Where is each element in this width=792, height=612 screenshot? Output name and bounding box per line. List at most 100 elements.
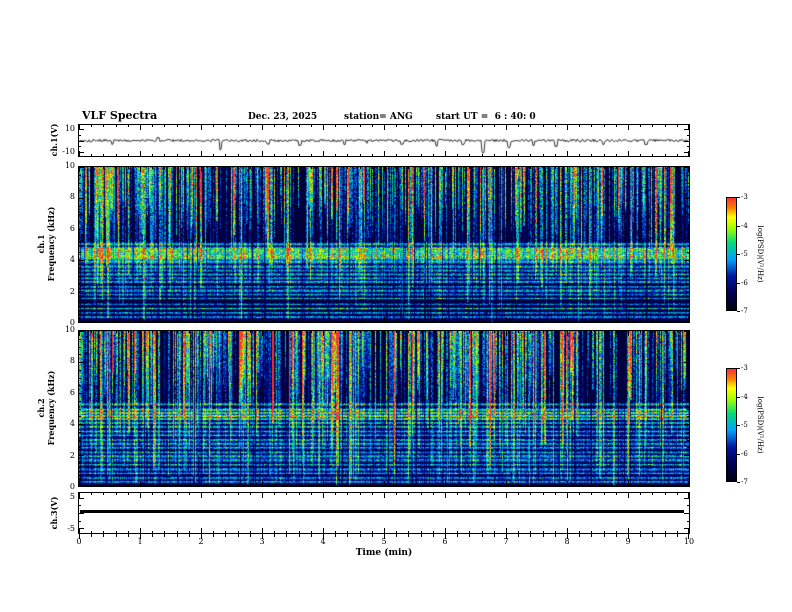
x-tick-mark <box>555 531 556 533</box>
x-axis-tick-mark <box>591 534 592 537</box>
x-tick-mark <box>274 484 275 486</box>
x-tick-mark <box>323 481 324 486</box>
x-tick-mark <box>372 167 373 169</box>
x-tick-mark <box>262 125 263 130</box>
x-tick-mark <box>652 484 653 486</box>
x-tick-mark <box>518 125 519 127</box>
x-tick-mark <box>494 493 495 495</box>
x-tick-mark <box>494 531 495 533</box>
y-tick-mark <box>687 135 689 136</box>
y-tick-mark <box>687 440 689 441</box>
x-axis-tick-mark <box>616 534 617 537</box>
x-tick-mark <box>213 125 214 127</box>
x-tick-mark <box>616 125 617 127</box>
x-tick-mark <box>274 320 275 322</box>
x-tick-mark <box>347 167 348 169</box>
ch2-frequency-axis-label: Frequency (kHz) <box>46 370 56 446</box>
x-tick-mark <box>250 331 251 333</box>
x-tick-mark <box>421 531 422 533</box>
y-tick-label: 0 <box>69 318 75 327</box>
x-tick-mark <box>360 125 361 127</box>
x-tick-mark <box>103 484 104 486</box>
x-tick-mark <box>421 320 422 322</box>
x-tick-mark <box>469 493 470 495</box>
y-tick-mark <box>79 339 81 340</box>
x-tick-mark <box>555 167 556 169</box>
x-tick-mark <box>530 493 531 495</box>
x-tick-mark <box>408 320 409 322</box>
y-tick-mark <box>684 152 689 153</box>
y-tick-mark <box>79 245 81 246</box>
y-tick-label: 2 <box>69 451 75 460</box>
x-axis-tick-mark <box>482 534 483 537</box>
x-tick-mark <box>543 493 544 495</box>
y-tick-mark <box>79 198 84 199</box>
y-tick-mark <box>79 152 84 153</box>
y-tick-mark <box>79 409 81 410</box>
colorbar-tick-label: -6 <box>741 279 748 287</box>
y-tick-mark <box>79 221 81 222</box>
x-tick-mark <box>396 331 397 333</box>
y-tick-mark <box>79 190 81 191</box>
x-tick-mark <box>677 154 678 156</box>
x-tick-mark <box>506 493 507 498</box>
x-tick-mark <box>201 481 202 486</box>
x-tick-mark <box>518 531 519 533</box>
x-tick-mark <box>128 531 129 533</box>
ch2-spectrogram-canvas <box>79 331 689 486</box>
x-tick-mark <box>469 531 470 533</box>
x-axis-tick-mark <box>396 534 397 537</box>
x-tick-mark <box>665 154 666 156</box>
x-tick-mark <box>579 331 580 333</box>
y-tick-mark <box>687 190 689 191</box>
x-tick-mark <box>177 320 178 322</box>
x-axis-tick-mark <box>286 534 287 537</box>
x-tick-mark <box>579 484 580 486</box>
colorbar-tick-label: -7 <box>741 478 748 486</box>
x-axis-tick-mark <box>360 534 361 537</box>
x-tick-label: 0 <box>76 537 82 546</box>
ch1-waveform-panel <box>78 124 690 157</box>
y-tick-mark <box>687 237 689 238</box>
x-tick-mark <box>140 151 141 156</box>
x-tick-mark <box>384 151 385 156</box>
x-axis-tick-mark <box>250 534 251 537</box>
x-tick-mark <box>116 167 117 169</box>
x-tick-mark <box>201 493 202 498</box>
x-tick-mark <box>482 531 483 533</box>
y-tick-mark <box>684 129 689 130</box>
x-tick-mark <box>640 320 641 322</box>
y-tick-mark <box>79 478 81 479</box>
x-tick-mark <box>469 125 470 127</box>
x-axis-tick-mark <box>384 534 385 539</box>
x-axis-tick-mark <box>335 534 336 537</box>
x-tick-mark <box>567 481 568 486</box>
x-tick-mark <box>640 493 641 495</box>
y-tick-mark <box>79 513 84 514</box>
x-axis-tick-mark <box>116 534 117 537</box>
ch2-spectrogram-ylabel: ch.2 Frequency (kHz) <box>36 353 56 463</box>
x-tick-mark <box>506 528 507 533</box>
x-tick-mark <box>189 320 190 322</box>
x-tick-mark <box>103 125 104 127</box>
x-tick-mark <box>103 493 104 495</box>
x-tick-mark <box>677 493 678 495</box>
x-tick-mark <box>408 531 409 533</box>
x-tick-mark <box>79 317 80 322</box>
y-tick-mark <box>79 432 81 433</box>
x-tick-mark <box>445 125 446 130</box>
x-tick-mark <box>128 484 129 486</box>
colorbar-tick-mark <box>737 454 740 455</box>
x-axis-tick-mark <box>128 534 129 537</box>
colorbar-tick-label: -3 <box>741 193 748 201</box>
x-tick-mark <box>79 493 80 498</box>
y-tick-mark <box>79 268 81 269</box>
x-tick-mark <box>299 493 300 495</box>
x-tick-mark <box>128 331 129 333</box>
x-tick-mark <box>408 154 409 156</box>
x-tick-mark <box>152 320 153 322</box>
x-tick-mark <box>494 125 495 127</box>
y-tick-mark <box>79 416 81 417</box>
x-tick-mark <box>335 167 336 169</box>
